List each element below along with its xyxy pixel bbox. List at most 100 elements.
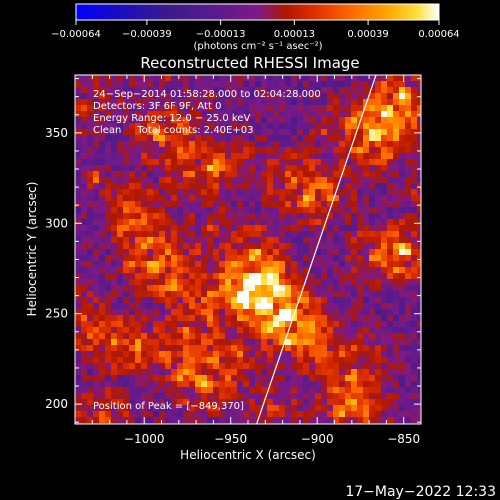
heatmap-cell [315, 315, 322, 322]
heatmap-cell [387, 177, 394, 184]
heatmap-cell [399, 129, 406, 136]
heatmap-cell [207, 75, 214, 82]
heatmap-cell [159, 219, 166, 226]
heatmap-cell [93, 117, 100, 124]
heatmap-cell [189, 75, 196, 82]
heatmap-cell [351, 225, 358, 232]
heatmap-cell [117, 381, 124, 388]
heatmap-cell [111, 393, 118, 400]
heatmap-cell [159, 189, 166, 196]
heatmap-cell [171, 339, 178, 346]
heatmap-cell [363, 249, 370, 256]
heatmap-cell [387, 285, 394, 292]
heatmap-cell [273, 219, 280, 226]
heatmap-cell [417, 123, 421, 130]
heatmap-cell [207, 225, 214, 232]
heatmap-cell [285, 321, 292, 328]
heatmap-cell [309, 153, 316, 160]
heatmap-cell [183, 135, 190, 142]
heatmap-cell [123, 351, 130, 358]
heatmap-cell [231, 129, 238, 136]
heatmap-cell [369, 207, 376, 214]
heatmap-cell [345, 201, 352, 208]
heatmap-cell [357, 87, 364, 94]
heatmap-cell [333, 273, 340, 280]
heatmap-cell [213, 267, 220, 274]
heatmap-cell [177, 261, 184, 268]
heatmap-cell [363, 267, 370, 274]
heatmap-cell [363, 273, 370, 280]
heatmap-cell [315, 375, 322, 382]
heatmap-cell [267, 225, 274, 232]
heatmap-cell [93, 141, 100, 148]
heatmap-cell [321, 285, 328, 292]
heatmap-cell [243, 111, 250, 118]
heatmap-cell [327, 339, 334, 346]
heatmap-cell [387, 135, 394, 142]
heatmap-cell [99, 375, 106, 382]
heatmap-cell [267, 261, 274, 268]
heatmap-cell [285, 405, 292, 412]
heatmap-cell [261, 153, 268, 160]
heatmap-cell [165, 237, 172, 244]
heatmap-cell [381, 99, 388, 106]
heatmap-cell [303, 165, 310, 172]
heatmap-cell [285, 153, 292, 160]
heatmap-cell [333, 171, 340, 178]
heatmap-cell [99, 387, 106, 394]
heatmap-cell [273, 411, 280, 418]
heatmap-cell [405, 105, 412, 112]
heatmap-cell [93, 303, 100, 310]
heatmap-cell [285, 351, 292, 358]
heatmap-cell [327, 99, 334, 106]
heatmap-cell [213, 189, 220, 196]
heatmap-cell [267, 81, 274, 88]
heatmap-cell [153, 123, 160, 130]
heatmap-cell [261, 129, 268, 136]
heatmap-cell [147, 411, 154, 418]
heatmap-cell [345, 321, 352, 328]
heatmap-cell [327, 267, 334, 274]
heatmap-cell [339, 93, 346, 100]
heatmap-cell [387, 207, 394, 214]
heatmap-cell [249, 177, 256, 184]
heatmap-cell [111, 225, 118, 232]
heatmap-cell [219, 393, 226, 400]
heatmap-cell [417, 387, 421, 394]
heatmap-cell [333, 249, 340, 256]
heatmap-cell [279, 93, 286, 100]
heatmap-cell [177, 159, 184, 166]
heatmap-cell [129, 183, 136, 190]
heatmap-cell [189, 303, 196, 310]
heatmap-cell [153, 297, 160, 304]
heatmap-cell [219, 153, 226, 160]
heatmap-cell [165, 387, 172, 394]
heatmap-cell [357, 171, 364, 178]
heatmap-cell [219, 279, 226, 286]
heatmap-cell [75, 339, 82, 346]
heatmap-cell [351, 111, 358, 118]
heatmap-cell [183, 399, 190, 406]
heatmap-cell [273, 207, 280, 214]
heatmap-cell [411, 375, 418, 382]
heatmap-cell [333, 153, 340, 160]
heatmap-cell [81, 135, 88, 142]
heatmap-cell [237, 159, 244, 166]
heatmap-cell [399, 123, 406, 130]
heatmap-cell [273, 177, 280, 184]
heatmap-cell [279, 105, 286, 112]
heatmap-cell [255, 225, 262, 232]
heatmap-cell [351, 405, 358, 412]
heatmap-cell [315, 309, 322, 316]
heatmap-cell [237, 153, 244, 160]
heatmap-cell [411, 87, 418, 94]
heatmap-cell [141, 357, 148, 364]
heatmap-cell [279, 213, 286, 220]
heatmap-cell [381, 207, 388, 214]
heatmap-cell [375, 225, 382, 232]
heatmap-cell [189, 333, 196, 340]
heatmap-cell [249, 327, 256, 334]
heatmap-cell [381, 87, 388, 94]
heatmap-cell [189, 297, 196, 304]
heatmap-cell [357, 177, 364, 184]
